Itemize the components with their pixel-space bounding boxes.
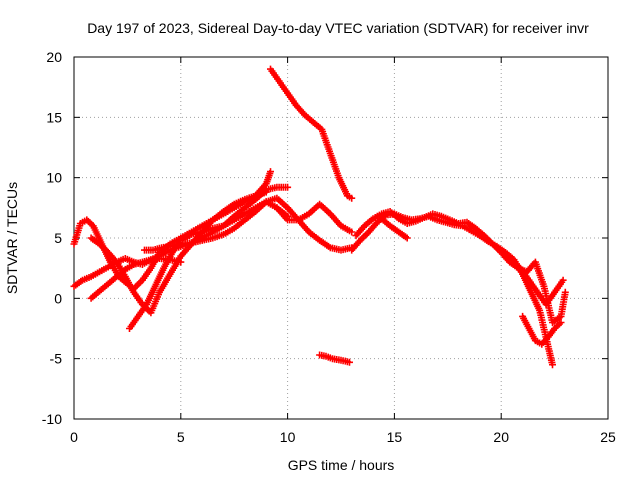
x-tick-label: 0	[70, 429, 78, 445]
data-points	[70, 65, 569, 369]
chart-title: Day 197 of 2023, Sidereal Day-to-day VTE…	[87, 20, 589, 36]
y-tick-label: 15	[46, 109, 62, 125]
y-tick-label: 0	[54, 290, 62, 306]
series-track-m	[508, 258, 567, 308]
y-tick-label: 5	[54, 230, 62, 246]
axis-ticks: 0 5 10 15 20 25 -10 -5 0 5 10 15 20	[42, 49, 616, 445]
x-tick-label: 10	[280, 429, 296, 445]
data-point	[284, 183, 292, 191]
data-point	[267, 168, 274, 176]
data-point	[549, 361, 556, 369]
data-point	[559, 276, 567, 284]
series-track-g	[267, 65, 356, 202]
data-point	[346, 358, 353, 366]
data-point	[403, 234, 411, 242]
y-tick-label: 20	[46, 49, 62, 65]
series-track-j	[348, 210, 556, 369]
x-tick-label: 15	[387, 429, 403, 445]
series-track-l	[378, 215, 411, 242]
x-tick-label: 20	[493, 429, 509, 445]
series-track-h	[273, 200, 356, 236]
data-point	[348, 228, 356, 236]
x-tick-label: 5	[177, 429, 185, 445]
data-point	[557, 319, 565, 326]
x-axis-title: GPS time / hours	[288, 457, 395, 473]
data-point	[348, 194, 356, 202]
series-track-n	[519, 312, 565, 348]
series-track-f	[141, 194, 356, 254]
series-track-c	[87, 188, 270, 317]
data-point	[561, 288, 569, 296]
y-tick-label: 10	[46, 170, 62, 186]
grid	[74, 57, 608, 419]
series-track-k	[352, 208, 569, 326]
data-point	[262, 188, 270, 196]
data-point	[177, 258, 185, 266]
y-axis-title: SDTVAR / TECUs	[4, 182, 20, 294]
y-tick-label: -5	[50, 351, 63, 367]
x-tick-label: 25	[600, 429, 616, 445]
y-tick-label: -10	[42, 411, 62, 427]
series-track-i	[316, 351, 353, 366]
